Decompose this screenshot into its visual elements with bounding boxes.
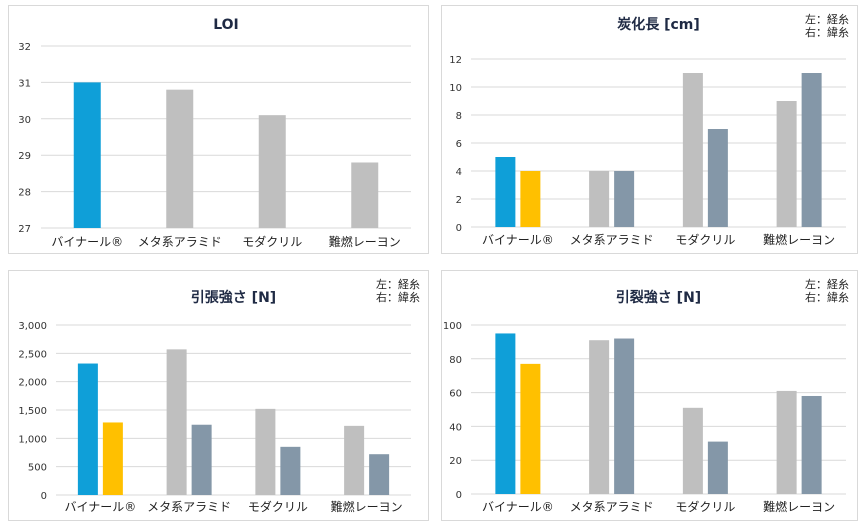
y-tick-label: 0 xyxy=(456,490,462,501)
bar xyxy=(73,82,101,229)
y-tick-label: 100 xyxy=(443,321,462,332)
category-label: バイナール® xyxy=(64,500,136,514)
chart-char-length: 0 2 4 6 8 10 12 炭化長 [cm] 左：経糸 右：緯糸バイナール® メタ系アラミド モダ… xyxy=(441,5,858,254)
y-tick-label: 0 xyxy=(456,223,462,234)
category-label: メタ系アラミド xyxy=(570,500,654,514)
chart-svg: 27 28 29 30 31 32 LOI バイナール® メタ系アラミド モダクリル 難燃レーヨン xyxy=(18,17,411,249)
category-label: メタ系アラミド xyxy=(138,235,222,249)
bar xyxy=(495,333,516,494)
bar xyxy=(707,129,728,227)
bar xyxy=(614,171,635,227)
category-label: 難燃レーヨン xyxy=(331,499,403,514)
legend-note: 右：緯糸 xyxy=(376,290,420,304)
y-tick-label: 20 xyxy=(449,456,462,467)
y-tick-label: 32 xyxy=(18,42,31,53)
legend-note: 左：経糸 xyxy=(376,278,420,291)
chart-tear-strength: 0 20 40 60 80 100 引裂強さ [N] 左：経糸 右：緯糸バイナール® メタ系アラミ… xyxy=(441,270,858,521)
y-tick-label: 6 xyxy=(456,139,462,150)
legend-note: 左：経糸 xyxy=(805,13,849,26)
chart-loi: 27 28 29 30 31 32 LOI バイナール® メタ系アラミド モダクリル 難燃レーヨン xyxy=(8,5,429,254)
chart-svg: 0 500 1,000 1,500 2,000 2,500 3,000 引張強さ [N] 左：経… xyxy=(18,278,420,514)
bar xyxy=(344,425,365,495)
chart-title: 引裂強さ [N] xyxy=(616,289,701,306)
category-label: バイナール® xyxy=(51,235,123,249)
bar xyxy=(682,407,703,494)
y-tick-label: 10 xyxy=(449,83,462,94)
category-label: バイナール® xyxy=(482,500,554,514)
bar xyxy=(495,157,516,227)
category-label: モダクリル xyxy=(675,232,735,247)
bar xyxy=(614,338,635,494)
y-tick-label: 2 xyxy=(456,195,462,206)
bar xyxy=(166,349,187,495)
bar xyxy=(801,73,822,227)
bar xyxy=(707,441,728,494)
y-tick-label: 2,500 xyxy=(18,349,47,360)
legend-note: 右：緯糸 xyxy=(805,290,849,304)
chart-title: 炭化長 [cm] xyxy=(617,16,700,33)
category-label: モダクリル xyxy=(242,234,302,249)
category-label: 難燃レーヨン xyxy=(329,234,401,249)
category-label: 難燃レーヨン xyxy=(763,499,835,514)
bar xyxy=(102,422,123,495)
bar xyxy=(258,115,286,228)
category-label: メタ系アラミド xyxy=(147,500,231,514)
bar xyxy=(682,73,703,227)
bar xyxy=(776,101,797,227)
bar xyxy=(589,340,610,494)
y-tick-label: 12 xyxy=(449,55,462,66)
bar xyxy=(520,363,541,494)
bar xyxy=(801,395,822,494)
legend-note: 左：経糸 xyxy=(805,278,849,291)
category-label: モダクリル xyxy=(675,499,735,514)
y-tick-label: 0 xyxy=(41,491,47,502)
bar xyxy=(369,454,390,495)
y-tick-label: 8 xyxy=(456,111,462,122)
y-tick-label: 27 xyxy=(18,224,31,235)
y-tick-label: 2,000 xyxy=(18,378,47,389)
y-tick-label: 4 xyxy=(456,167,462,178)
bar xyxy=(776,390,797,494)
bar xyxy=(191,424,212,495)
chart-tensile-strength: 0 500 1,000 1,500 2,000 2,500 3,000 引張強さ [N] 左：経… xyxy=(8,270,429,521)
category-label: 難燃レーヨン xyxy=(763,232,835,247)
chart-title: LOI xyxy=(213,17,239,33)
bar xyxy=(166,89,194,229)
y-tick-label: 3,000 xyxy=(18,321,47,332)
y-tick-label: 500 xyxy=(28,463,47,474)
y-tick-label: 30 xyxy=(18,115,31,126)
y-tick-label: 29 xyxy=(18,151,31,162)
y-tick-label: 28 xyxy=(18,188,31,199)
chart-title: 引張強さ [N] xyxy=(191,289,276,306)
y-tick-label: 60 xyxy=(449,389,462,400)
category-label: バイナール® xyxy=(482,233,554,247)
bar xyxy=(351,162,379,228)
category-label: メタ系アラミド xyxy=(570,233,654,247)
legend-note: 右：緯糸 xyxy=(805,25,849,39)
y-tick-label: 1,000 xyxy=(18,434,47,445)
y-tick-label: 1,500 xyxy=(18,406,47,417)
bar xyxy=(520,171,541,227)
category-label: モダクリル xyxy=(248,499,308,514)
y-tick-label: 80 xyxy=(449,355,462,366)
y-tick-label: 31 xyxy=(18,78,31,89)
bar xyxy=(589,171,610,227)
bar xyxy=(77,363,98,495)
bar xyxy=(255,408,276,495)
y-tick-label: 40 xyxy=(449,422,462,433)
bar xyxy=(280,446,301,495)
